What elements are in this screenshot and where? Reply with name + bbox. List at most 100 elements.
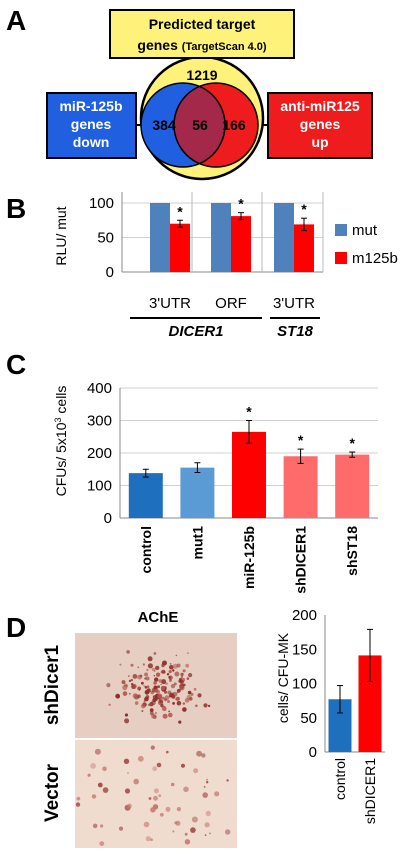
stained-cell	[128, 692, 131, 695]
stained-cell	[138, 689, 141, 691]
stained-cell	[161, 663, 165, 668]
chart-d-bar-0	[328, 699, 352, 752]
stained-cell	[160, 685, 166, 691]
stained-cell	[184, 698, 190, 703]
stained-cell	[180, 675, 184, 679]
stained-cell	[157, 685, 160, 689]
stained-cell	[132, 693, 138, 699]
stained-cell	[175, 696, 180, 701]
chart-c-significance-2: *	[246, 404, 252, 420]
stained-cell	[165, 806, 171, 812]
stained-cell	[153, 674, 156, 677]
stained-cell	[185, 663, 190, 668]
stained-cell	[100, 824, 104, 828]
chart-c-xtick-1: mut1	[189, 526, 205, 560]
stained-cell	[76, 796, 81, 801]
stained-cell	[178, 720, 182, 724]
stained-cell	[162, 662, 165, 665]
legend-swatch-m125b	[335, 252, 347, 264]
stained-cell	[153, 788, 159, 794]
stained-cell	[118, 826, 124, 831]
stained-cell	[207, 704, 211, 708]
chart-b-bar-mut-0	[150, 203, 170, 272]
chart-b-significance-2: *	[301, 201, 307, 217]
stained-cell	[182, 683, 186, 687]
venn-left-line3: down	[73, 134, 110, 150]
chart-b-group-st18: ST18	[277, 323, 314, 340]
venn-top-line2: genes (TargetScan 4.0)	[137, 37, 266, 53]
stained-cell	[106, 683, 111, 688]
stained-cell	[149, 711, 154, 716]
stained-cell	[91, 794, 97, 799]
stained-cell	[137, 674, 143, 680]
stained-cell	[154, 677, 159, 682]
chart-b: RLU/ mut 3'UTR ORF 3'UTR DICER1 ST18 mut…	[53, 192, 398, 340]
stained-cell	[142, 663, 145, 666]
chart-c-ytick-0: 0	[104, 510, 112, 527]
stained-cell	[162, 706, 167, 712]
chart-b-ytick-0: 0	[106, 264, 114, 281]
chart-c-ytick-2: 200	[87, 445, 112, 462]
stained-cell	[145, 836, 151, 842]
chart-c-bar-2	[232, 431, 266, 518]
stained-cell	[144, 696, 149, 702]
stained-cell	[140, 703, 146, 709]
chart-c-xtick-3: shDICER1	[293, 526, 309, 594]
stained-cell	[150, 690, 154, 695]
stained-cell	[168, 710, 171, 713]
stained-cell	[119, 663, 122, 666]
stained-cell	[204, 834, 207, 836]
stained-cell	[150, 745, 155, 750]
stained-cell	[156, 762, 162, 768]
stained-cell	[195, 704, 198, 708]
stained-cell	[133, 778, 139, 785]
stained-cell	[148, 797, 152, 800]
venn-left-line1: miR-125b	[59, 98, 122, 114]
stained-cell	[128, 679, 132, 683]
legend-label-m125b: m125b	[352, 250, 398, 267]
chart-d-ytick-4: 200	[292, 607, 317, 624]
stained-cell	[173, 682, 177, 686]
stained-cell	[180, 672, 184, 677]
chart-b-xcat-2: ORF	[215, 295, 247, 312]
stained-cell	[165, 682, 168, 685]
stain-title: AChE	[138, 609, 179, 626]
stained-cell	[167, 690, 172, 695]
stained-cell	[97, 782, 103, 788]
stained-cell	[186, 677, 190, 680]
stained-cell	[155, 672, 161, 677]
stained-cell	[153, 795, 158, 801]
panel-label-d: D	[6, 612, 26, 643]
stained-cell	[122, 691, 128, 696]
stained-cell	[131, 684, 136, 690]
stained-cell	[176, 807, 181, 812]
stained-cell	[214, 791, 220, 797]
stained-cell	[137, 686, 142, 691]
stained-cell	[203, 786, 206, 788]
stained-cell	[204, 822, 210, 828]
stained-cell	[123, 758, 130, 764]
chart-c-xtick-2: miR-125b	[241, 526, 257, 589]
stained-cell	[154, 688, 158, 693]
stained-cell	[159, 812, 164, 817]
stained-cell	[127, 803, 132, 809]
stained-cell	[145, 691, 148, 694]
stained-cell	[201, 753, 206, 758]
stained-cell	[176, 663, 181, 668]
row-label-vector: Vector	[42, 763, 63, 822]
stained-cell	[161, 679, 167, 685]
legend-swatch-mut	[335, 224, 347, 236]
stained-cell	[141, 710, 144, 712]
stained-cell	[126, 650, 130, 654]
stained-cell	[99, 841, 105, 846]
chart-d-ytick-2: 100	[292, 676, 317, 693]
stained-cell	[225, 829, 231, 835]
row-label-shdicer1: shDicer1	[42, 644, 63, 725]
chart-b-ylabel: RLU/ mut	[53, 206, 69, 265]
stained-cell	[154, 697, 158, 701]
chart-b-significance-1: *	[238, 196, 244, 212]
stained-cell	[160, 683, 162, 686]
chart-b-xcat-3: 3'UTR	[273, 295, 315, 312]
panel-label-b: B	[6, 193, 26, 224]
stained-cell	[168, 712, 173, 718]
